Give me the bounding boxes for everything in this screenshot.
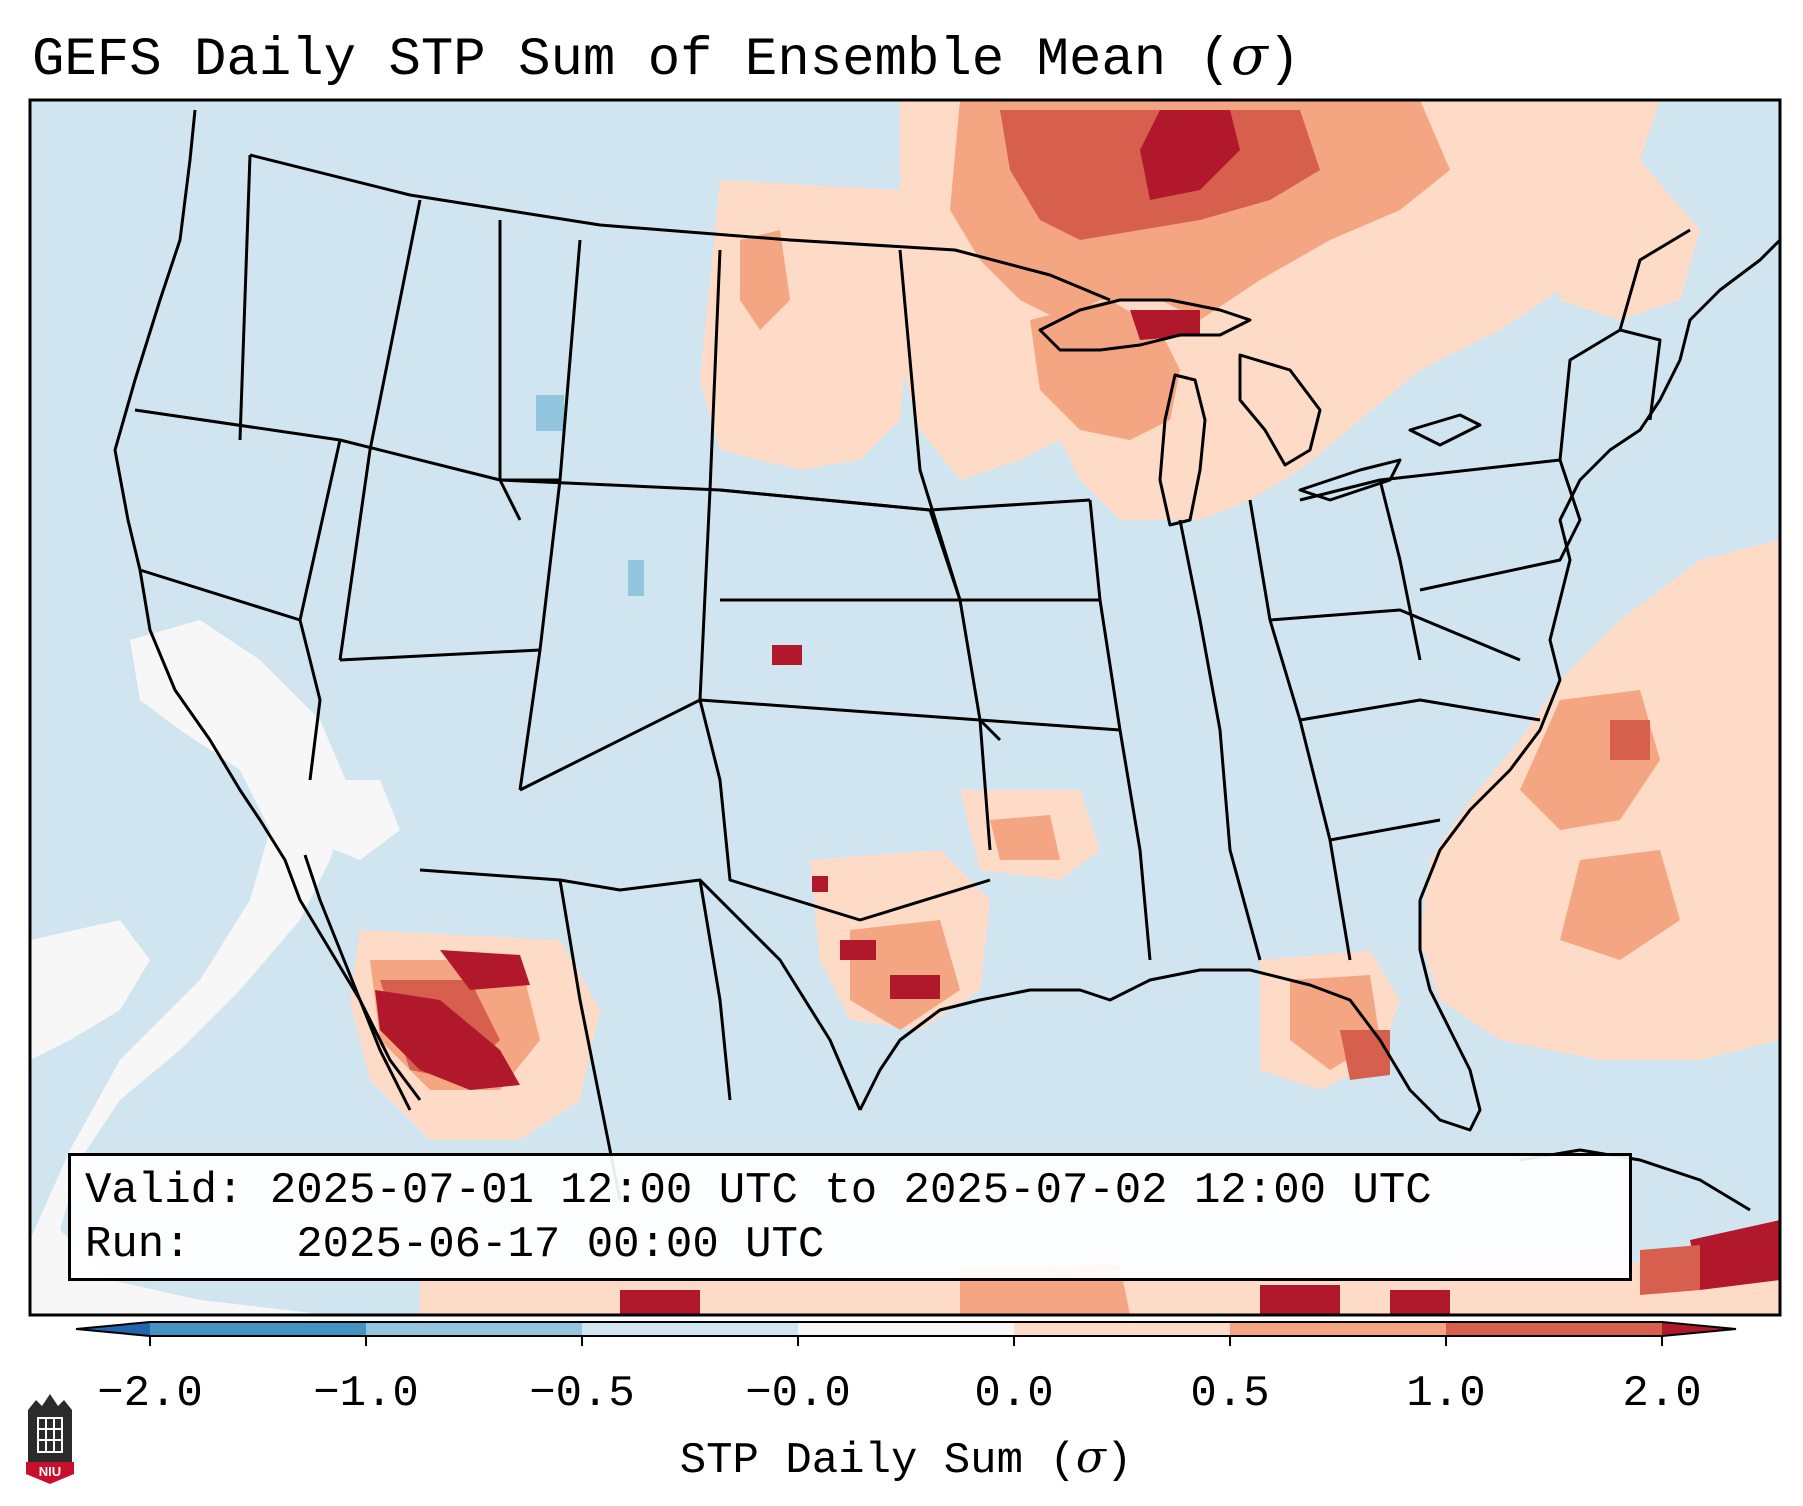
valid-label: Valid:: [85, 1166, 244, 1216]
title-sigma: σ: [1231, 24, 1268, 87]
anomaly-newengland-light: [1540, 160, 1700, 320]
niu-logo: NIU: [26, 1394, 74, 1484]
logo-text: NIU: [39, 1464, 61, 1479]
colorbar-tick-label-1: −2.0: [97, 1369, 203, 1419]
neutral-pacific-area-3: [300, 780, 400, 860]
gulf-coast: [858, 900, 1482, 1132]
colorbar-label: STP Daily Sum (σ): [680, 1432, 1133, 1486]
lake-ontario: [1408, 413, 1482, 447]
state-borders-west: [134, 154, 1091, 792]
lake-erie: [1298, 458, 1402, 502]
anomaly-ontario-max: [1140, 110, 1240, 200]
neutral-pacific-area: [30, 920, 150, 1060]
run-value: 2025-06-17 00:00 UTC: [296, 1220, 825, 1270]
anomaly-texas-high-2: [840, 940, 876, 960]
logo-window-grid: [37, 1417, 63, 1453]
colorbar-over-extension: [1662, 1322, 1736, 1336]
logo-window-lines: [38, 1418, 62, 1452]
valid-run-info-box: Valid: 2025-07-01 12:00 UTC to 2025-07-0…: [68, 1153, 1632, 1281]
anomaly-caribbean-medium: [1640, 1245, 1700, 1295]
anomaly-mexico-max-2: [440, 950, 530, 990]
anomaly-arklatex-medium: [990, 815, 1060, 860]
state-borders-east: [1178, 228, 1691, 961]
lake-michigan: [1158, 373, 1207, 527]
colorbar-tick-label-8: 2.0: [1622, 1369, 1701, 1419]
colorbar-segment-3: [582, 1322, 798, 1336]
lake-superior: [1038, 298, 1252, 352]
anomaly-south-band-high-1: [620, 1290, 700, 1315]
colorbar-under-extension: [76, 1322, 150, 1336]
map-frame: [28, 98, 1782, 1317]
colorbar-ticks: [149, 1336, 1663, 1346]
east-coast: [1418, 238, 1780, 901]
state-borders-central: [698, 249, 1152, 961]
lake-huron: [1238, 353, 1322, 467]
baja-peninsula: [303, 854, 412, 1111]
mexico-borders: [419, 868, 862, 1201]
colorbar-tick-label-7: 1.0: [1406, 1369, 1485, 1419]
colorbar-segment-6: [1230, 1322, 1446, 1336]
anomaly-kansas-high: [772, 645, 802, 665]
neutral-pacific-area-2: [30, 620, 350, 1315]
anomaly-atlantic-high: [1610, 720, 1650, 760]
colorbar-segment-5: [1014, 1322, 1230, 1336]
colorbar-tick-label-5: 0.0: [974, 1369, 1053, 1419]
title-prefix: GEFS Daily STP Sum of Ensemble Mean (: [32, 30, 1231, 91]
colorbar-segment-4: [798, 1322, 1014, 1336]
anomaly-wyoming-negative: [536, 395, 564, 431]
anomaly-south-band-high-3: [1390, 1290, 1450, 1315]
anomaly-colorado-negative: [628, 560, 644, 596]
valid-value: 2025-07-01 12:00 UTC to 2025-07-02 12:00…: [269, 1166, 1432, 1216]
chart-title: GEFS Daily STP Sum of Ensemble Mean (σ): [32, 24, 1300, 93]
colorbar-tick-label-2: −1.0: [313, 1369, 419, 1419]
colorbar-tick-label-3: −0.5: [529, 1369, 635, 1419]
canada-us-border: [249, 153, 1111, 302]
anomaly-gulf-high: [1340, 1030, 1390, 1080]
anomaly-texas-high-3: [812, 876, 828, 892]
colorbar-segment-7: [1446, 1322, 1662, 1336]
anomaly-texas-high-1: [890, 975, 940, 999]
colorbar-tick-label-4: −0.0: [745, 1369, 851, 1419]
anomaly-caribbean-high: [1690, 1220, 1780, 1290]
colorbar-label-prefix: STP Daily Sum (: [680, 1436, 1076, 1486]
title-suffix: ): [1267, 30, 1301, 91]
anomaly-dakotas-light: [700, 180, 910, 470]
anomaly-dakotas-medium: [740, 230, 790, 330]
colorbar-segment-2: [366, 1322, 582, 1336]
colorbar-segment-1: [150, 1322, 366, 1336]
colorbar: −2.0 −1.0 −0.5 −0.0 0.0 0.5 1.0 2.0 STP …: [75, 1321, 1737, 1486]
anomaly-mexico-max: [375, 990, 520, 1090]
colorbar-label-suffix: ): [1106, 1436, 1132, 1486]
logo-badge: [26, 1462, 74, 1484]
anomaly-south-band-high-2: [1260, 1285, 1340, 1315]
map-borders: [113, 109, 1780, 1212]
run-label: Run:: [85, 1220, 191, 1270]
colorbar-label-sigma: σ: [1076, 1432, 1108, 1483]
anomaly-atlantic-medium-2: [1560, 850, 1680, 960]
map-layer: [30, 100, 1780, 1315]
colorbar-tick-label-6: 0.5: [1190, 1369, 1269, 1419]
anomaly-michigan-high: [1130, 310, 1200, 340]
west-coast: [113, 109, 422, 1101]
